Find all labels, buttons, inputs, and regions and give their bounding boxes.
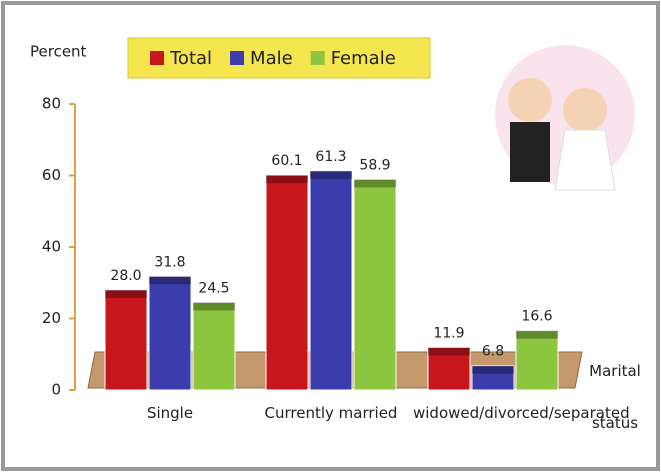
legend-swatch (230, 51, 245, 65)
value-label: 60.1 (271, 153, 302, 169)
y-tick-label: 20 (42, 309, 61, 327)
value-label: 24.5 (198, 280, 229, 296)
illustration-bride-dress (554, 129, 616, 191)
illustration-bride (563, 88, 607, 132)
value-label: 61.3 (315, 149, 346, 165)
legend-label: Male (250, 48, 293, 69)
legend-label: Total (169, 48, 212, 69)
y-axis-label: Percent (30, 43, 87, 61)
x-tick-label: Single (146, 404, 194, 422)
bar (353, 178, 397, 391)
bar-cap (193, 302, 235, 311)
value-label: 11.9 (433, 325, 464, 341)
legend-swatch (150, 51, 164, 65)
bar-cap (266, 175, 308, 184)
bar-cap (354, 179, 396, 188)
bar (515, 330, 559, 391)
y-tick-label: 40 (42, 238, 61, 256)
value-label: 31.8 (154, 254, 185, 270)
bar-cap (428, 347, 470, 356)
y-tick-label: 0 (51, 381, 61, 399)
bar-cap (310, 170, 352, 179)
bar (192, 301, 236, 391)
bar (265, 174, 309, 391)
illustration-groom-body (510, 122, 550, 182)
y-tick-label: 60 (42, 166, 61, 184)
bar (309, 170, 353, 391)
legend-box (127, 37, 431, 79)
bar (148, 275, 192, 391)
bar (471, 365, 515, 391)
bar-cap (149, 276, 191, 285)
legend-label: Female (331, 48, 396, 69)
value-label: 28.0 (110, 268, 141, 284)
x-axis-label: Marital status (589, 362, 641, 432)
illustration-groom (508, 78, 552, 122)
y-tick-label: 80 (42, 95, 61, 113)
bar (427, 346, 471, 391)
value-label: 16.6 (521, 309, 552, 325)
x-tick-label: widowed/divorced/separated (413, 404, 630, 422)
value-label: 58.9 (359, 157, 390, 173)
legend-swatch (310, 51, 325, 65)
bar-cap (516, 330, 558, 339)
value-label: 6.8 (482, 344, 504, 360)
bar-cap (472, 365, 514, 374)
bar-cap (105, 289, 147, 298)
x-tick-label: Currently married (264, 404, 398, 422)
bar (104, 289, 148, 391)
